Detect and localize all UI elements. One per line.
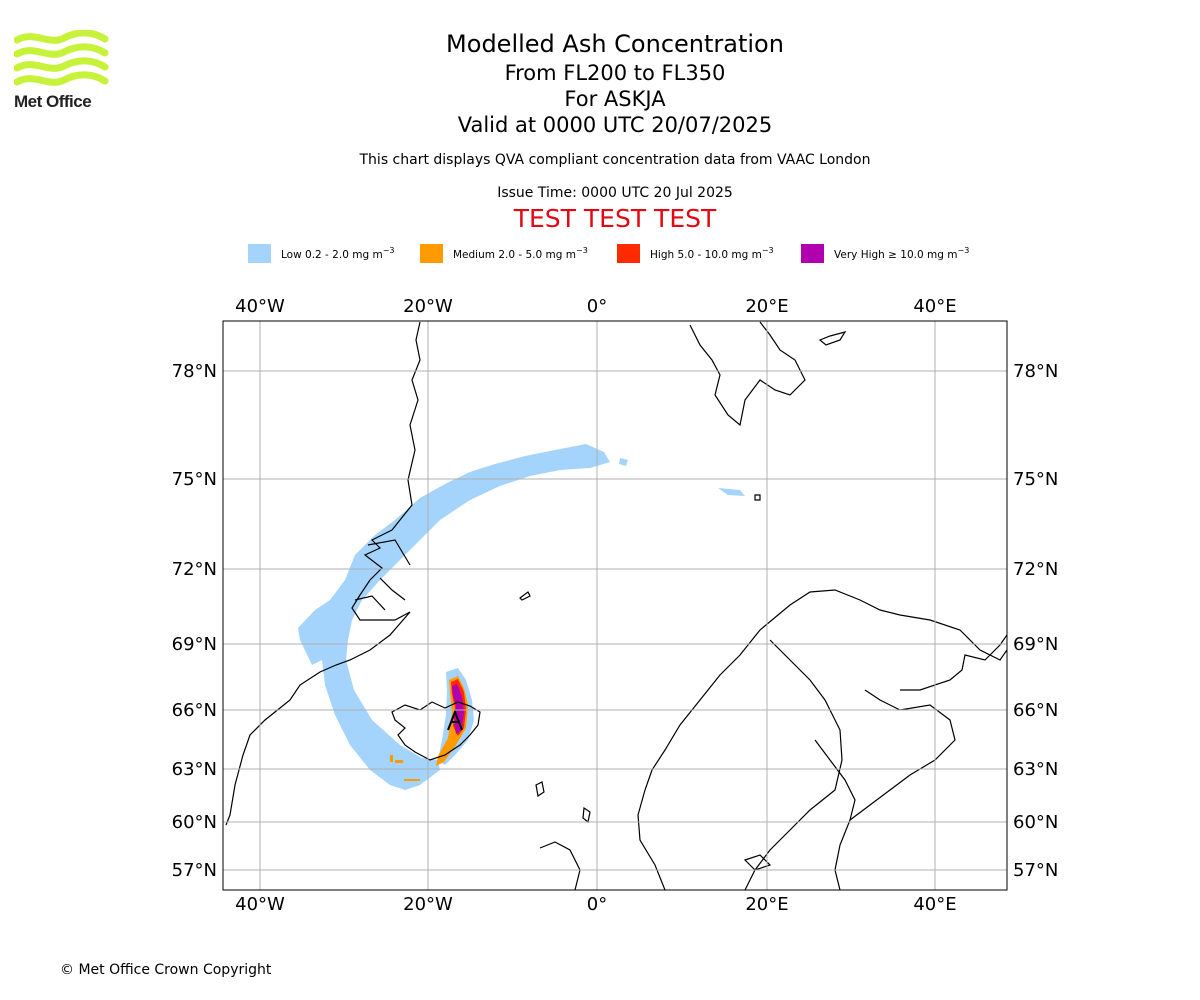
greenland-fjord-2 xyxy=(379,577,406,601)
lat-label-right-78n: 78°N xyxy=(1013,361,1058,382)
legend-item-medium: Medium 2.0 - 5.0 mg m−3 xyxy=(420,244,588,263)
lon-label-top-20w: 20°W xyxy=(403,296,453,317)
lat-labels-left: 78°N 75°N 72°N 69°N 66°N 63°N 60°N 57°N xyxy=(172,361,217,881)
lat-label-right-60n: 60°N xyxy=(1013,812,1058,833)
lon-label-bottom-40e: 40°E xyxy=(913,894,956,915)
issue-time: Issue Time: 0000 UTC 20 Jul 2025 xyxy=(497,185,733,201)
lat-label-left-66n: 66°N xyxy=(172,700,217,721)
scotland-coast xyxy=(539,841,581,890)
lon-label-top-40w: 40°W xyxy=(235,296,285,317)
lat-label-right-63n: 63°N xyxy=(1013,759,1058,780)
valid-time: Valid at 0000 UTC 20/07/2025 xyxy=(457,113,773,137)
ash-low-region xyxy=(298,444,745,790)
shetland xyxy=(582,806,591,824)
lat-labels-right: 78°N 75°N 72°N 69°N 66°N 63°N 60°N 57°N xyxy=(1013,361,1058,881)
lat-label-left-69n: 69°N xyxy=(172,634,217,655)
svalbard-island xyxy=(818,331,847,346)
map-content xyxy=(223,321,1007,890)
lat-label-left-72n: 72°N xyxy=(172,559,217,580)
lon-label-bottom-0: 0° xyxy=(587,894,607,915)
met-office-logo-waves-icon xyxy=(13,29,109,86)
lon-label-bottom-40w: 40°W xyxy=(235,894,285,915)
lon-label-bottom-20w: 20°W xyxy=(403,894,453,915)
lat-label-right-66n: 66°N xyxy=(1013,700,1058,721)
legend-swatch-high xyxy=(617,244,640,263)
legend-item-very-high: Very High ≥ 10.0 mg m−3 xyxy=(801,244,969,263)
lat-label-left-63n: 63°N xyxy=(172,759,217,780)
met-office-logo: Met Office xyxy=(13,29,109,112)
volcano-marker-icon xyxy=(447,709,463,731)
copyright-footer: © Met Office Crown Copyright xyxy=(60,962,272,978)
legend-label-low: Low 0.2 - 2.0 mg m−3 xyxy=(281,246,395,261)
greenland-coast xyxy=(225,321,421,826)
lat-label-right-69n: 69°N xyxy=(1013,634,1058,655)
lat-label-right-72n: 72°N xyxy=(1013,559,1058,580)
lon-label-bottom-20e: 20°E xyxy=(745,894,788,915)
gulf-of-bothnia xyxy=(814,739,856,821)
greenland-fjord-1 xyxy=(367,539,411,566)
map-frame xyxy=(222,320,1008,891)
chart-subtitle: This chart displays QVA compliant concen… xyxy=(359,152,871,168)
jan-mayen xyxy=(519,591,531,601)
lake-vanern xyxy=(743,854,772,871)
lon-label-top-20e: 20°E xyxy=(745,296,788,317)
russia-coast xyxy=(900,634,1007,691)
faroe-islands xyxy=(535,781,545,798)
lat-label-right-75n: 75°N xyxy=(1013,469,1058,490)
sweden-coast xyxy=(744,639,843,890)
finland-coast xyxy=(834,689,956,890)
legend-label-high: High 5.0 - 10.0 mg m−3 xyxy=(650,246,774,261)
lon-label-top-0: 0° xyxy=(587,296,607,317)
svalbard-coast xyxy=(689,321,806,427)
legend-swatch-low xyxy=(248,244,271,263)
greenland-fjord-3 xyxy=(354,595,386,611)
norway-coast xyxy=(637,589,1007,890)
chart-title: Modelled Ash Concentration xyxy=(446,30,784,58)
legend-label-medium: Medium 2.0 - 5.0 mg m−3 xyxy=(453,246,588,261)
lat-label-left-57n: 57°N xyxy=(172,860,217,881)
logo-text: Met Office xyxy=(14,92,92,111)
lon-label-top-40e: 40°E xyxy=(913,296,956,317)
gridlines xyxy=(223,321,1007,890)
lat-label-left-78n: 78°N xyxy=(172,361,217,382)
iceland-coast xyxy=(391,701,481,761)
legend-swatch-very-high xyxy=(801,244,824,263)
test-banner: TEST TEST TEST xyxy=(513,204,717,233)
lon-labels-bottom: 40°W 20°W 0° 20°E 40°E xyxy=(235,894,956,915)
lon-labels-top: 40°W 20°W 0° 20°E 40°E xyxy=(235,296,956,317)
flight-levels: From FL200 to FL350 xyxy=(504,61,726,85)
chart-header: Modelled Ash Concentration From FL200 to… xyxy=(0,28,1200,234)
legend-swatch-medium xyxy=(420,244,443,263)
bear-island xyxy=(754,494,761,501)
lat-label-left-75n: 75°N xyxy=(172,469,217,490)
volcano-name: For ASKJA xyxy=(564,87,666,111)
legend-item-low: Low 0.2 - 2.0 mg m−3 xyxy=(248,244,394,263)
lat-label-left-60n: 60°N xyxy=(172,812,217,833)
coastlines xyxy=(225,321,1007,890)
legend-label-very-high: Very High ≥ 10.0 mg m−3 xyxy=(834,246,970,261)
legend-item-high: High 5.0 - 10.0 mg m−3 xyxy=(617,244,774,263)
lat-label-right-57n: 57°N xyxy=(1013,860,1058,881)
